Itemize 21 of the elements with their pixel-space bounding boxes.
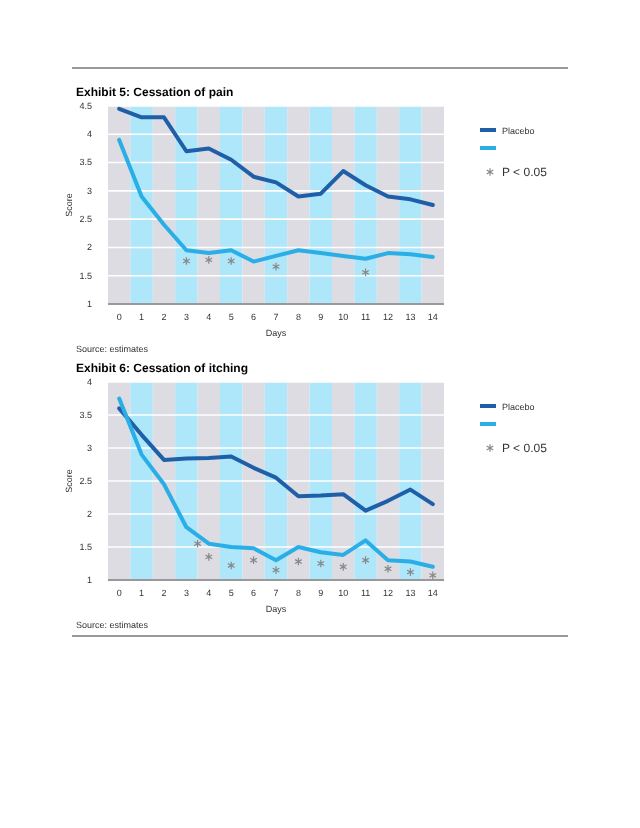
point (182, 256, 191, 266)
point (193, 539, 202, 549)
line-series (117, 106, 435, 207)
point (204, 255, 213, 265)
point (227, 256, 236, 266)
point (227, 561, 236, 570)
point (272, 262, 280, 272)
point (204, 552, 213, 562)
point (316, 559, 325, 568)
point (249, 555, 258, 565)
point (294, 557, 303, 566)
line-series (117, 406, 435, 513)
point (339, 562, 348, 572)
line-series (117, 396, 435, 569)
point (428, 570, 437, 580)
point (272, 565, 280, 575)
line-series (117, 137, 435, 264)
point (384, 564, 392, 574)
point (361, 555, 370, 565)
point (406, 567, 415, 577)
point (361, 267, 370, 277)
